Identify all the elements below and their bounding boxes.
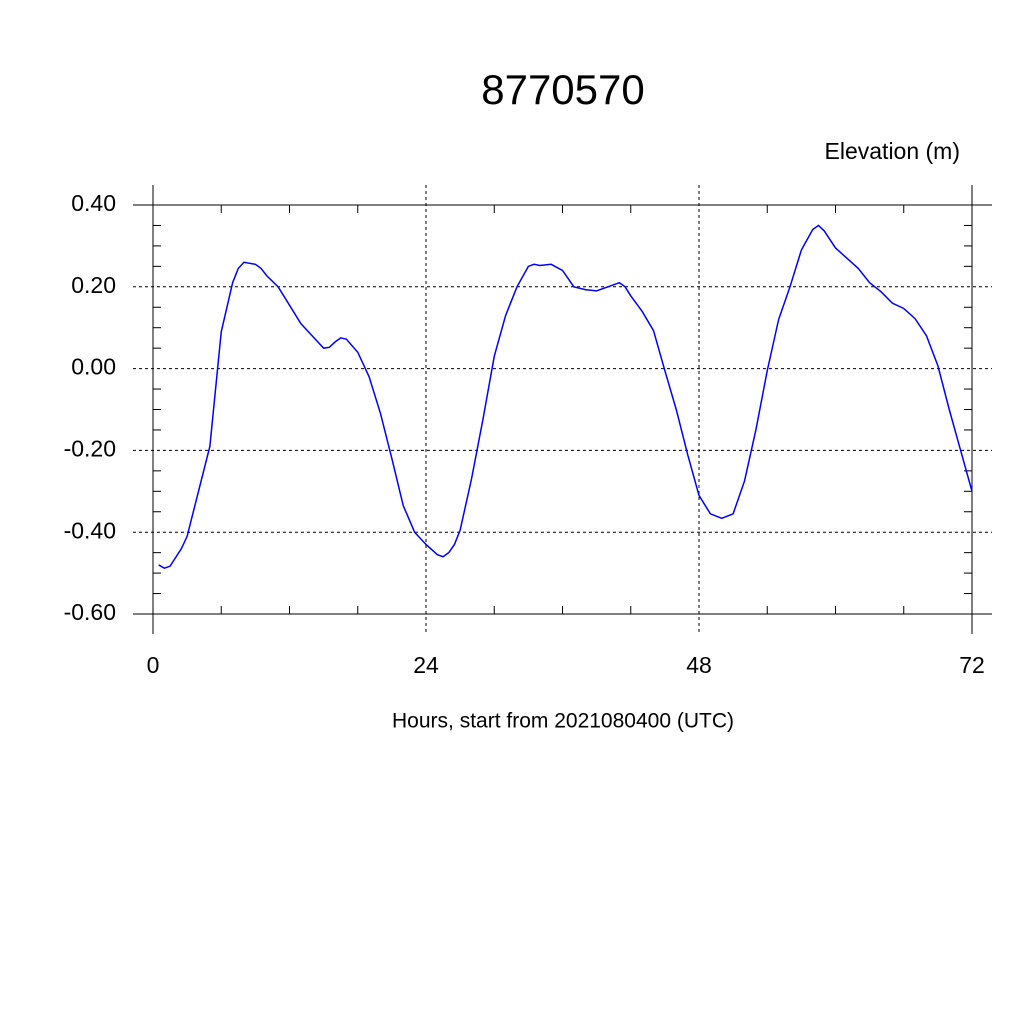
- y-tick-label: 0.00: [71, 354, 116, 380]
- y-tick-label: -0.60: [64, 599, 116, 625]
- y-tick-label: 0.20: [71, 272, 116, 298]
- x-tick-label: 72: [959, 652, 985, 678]
- x-tick-label: 24: [413, 652, 439, 678]
- y-axis-label: Elevation (m): [825, 138, 960, 164]
- chart-title: 8770570: [481, 66, 645, 113]
- y-tick-label: -0.40: [64, 517, 116, 543]
- y-tick-label: 0.40: [71, 190, 116, 216]
- x-axis-label: Hours, start from 2021080400 (UTC): [392, 710, 734, 733]
- y-tick-label: -0.20: [64, 435, 116, 461]
- x-tick-label: 48: [686, 652, 712, 678]
- x-tick-label: 0: [147, 652, 160, 678]
- data-line: [158, 224, 973, 570]
